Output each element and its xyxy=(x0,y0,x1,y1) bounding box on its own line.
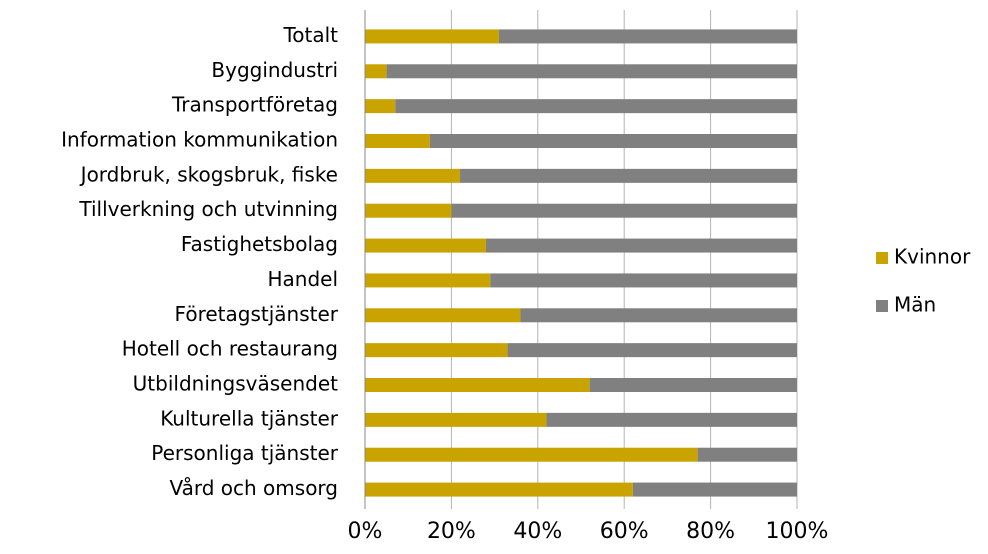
bar-segment xyxy=(546,412,797,427)
y-tick-label: Hotell och restaurang xyxy=(122,337,338,361)
bar-segment xyxy=(429,134,797,148)
bar-segment xyxy=(451,203,797,218)
bar-segment xyxy=(589,378,797,392)
bar-segment xyxy=(485,238,797,253)
y-tick-label: Personliga tjänster xyxy=(151,441,339,465)
legend-swatch xyxy=(876,252,888,264)
y-tick-label: Byggindustri xyxy=(211,58,338,82)
bar-segment xyxy=(365,168,461,183)
bar-segment xyxy=(490,273,797,288)
bar-segment xyxy=(365,99,396,114)
y-tick-label: Transportföretag xyxy=(171,93,338,117)
y-tick-label: Totalt xyxy=(282,23,338,47)
bar-segment xyxy=(365,482,633,497)
x-tick-label: 0% xyxy=(348,519,383,544)
y-tick-label: Jordbruk, skogsbruk, fiske xyxy=(79,162,338,186)
bar-segment xyxy=(365,29,499,44)
y-tick-label: Kulturella tjänster xyxy=(160,406,339,430)
bar-segment xyxy=(498,29,797,44)
legend-label: Män xyxy=(894,293,936,317)
bar-segment xyxy=(365,308,521,323)
y-tick-label: Tillverkning och utvinning xyxy=(78,197,338,221)
bar-segment xyxy=(697,447,797,462)
y-tick-label: Företagstjänster xyxy=(175,302,339,326)
bar-segment xyxy=(365,238,486,253)
x-tick-label: 20% xyxy=(427,519,476,544)
y-tick-label: Handel xyxy=(267,267,338,291)
bar-segment xyxy=(365,343,508,358)
legend-label: Kvinnor xyxy=(894,245,971,269)
y-tick-label: Vård och omsorg xyxy=(169,476,338,500)
x-tick-label: 60% xyxy=(600,519,649,544)
bar-segment xyxy=(507,343,797,358)
y-tick-label: Information kommunikation xyxy=(61,128,338,152)
legend-swatch xyxy=(876,300,888,312)
y-tick-label: Utbildningsväsendet xyxy=(133,372,339,396)
bar-segment xyxy=(365,134,430,148)
bar-segment xyxy=(386,64,797,79)
bar-segment xyxy=(365,412,547,427)
x-tick-label: 80% xyxy=(686,519,735,544)
bar-segment xyxy=(395,99,797,114)
x-tick-label: 40% xyxy=(513,519,562,544)
bar-segment xyxy=(365,64,387,79)
y-tick-label: Fastighetsbolag xyxy=(181,232,338,256)
bar-segment xyxy=(365,273,491,288)
bar-segment xyxy=(365,378,590,392)
bar-segment xyxy=(460,168,797,183)
bar-segment xyxy=(365,203,452,218)
bar-segment xyxy=(520,308,797,323)
bar-segment xyxy=(632,482,797,497)
bar-segment xyxy=(365,447,698,462)
x-tick-label: 100% xyxy=(766,519,829,544)
